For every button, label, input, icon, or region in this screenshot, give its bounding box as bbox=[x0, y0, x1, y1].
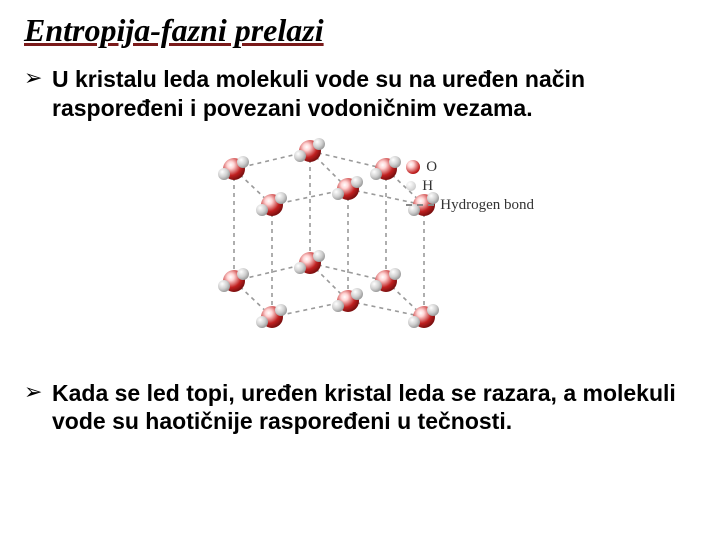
legend-oxygen-label: O bbox=[426, 159, 437, 176]
oxygen-icon bbox=[406, 160, 420, 174]
legend: O H Hydrogen bond bbox=[406, 159, 534, 216]
diagram-container: O H Hydrogen bond bbox=[24, 131, 696, 361]
ice-lattice-diagram: O H Hydrogen bond bbox=[190, 131, 530, 361]
bullet-item-1: ➢ U kristalu leda molekuli vode su na ur… bbox=[24, 65, 696, 123]
bullet-glyph: ➢ bbox=[24, 379, 46, 405]
hydrogen-icon bbox=[406, 181, 416, 191]
hbond-icon bbox=[406, 204, 434, 206]
legend-hydrogen: H bbox=[406, 178, 534, 195]
bullet-text-1: U kristalu leda molekuli vode su na uređ… bbox=[52, 65, 696, 123]
legend-bond: Hydrogen bond bbox=[406, 197, 534, 214]
page-title: Entropija-fazni prelazi bbox=[24, 12, 696, 49]
bullet-text-2: Kada se led topi, uređen kristal leda se… bbox=[52, 379, 696, 437]
legend-oxygen: O bbox=[406, 159, 534, 176]
bullet-item-2: ➢ Kada se led topi, uređen kristal leda … bbox=[24, 379, 696, 437]
legend-bond-label: Hydrogen bond bbox=[440, 197, 534, 214]
legend-hydrogen-label: H bbox=[422, 178, 433, 195]
bullet-glyph: ➢ bbox=[24, 65, 46, 91]
